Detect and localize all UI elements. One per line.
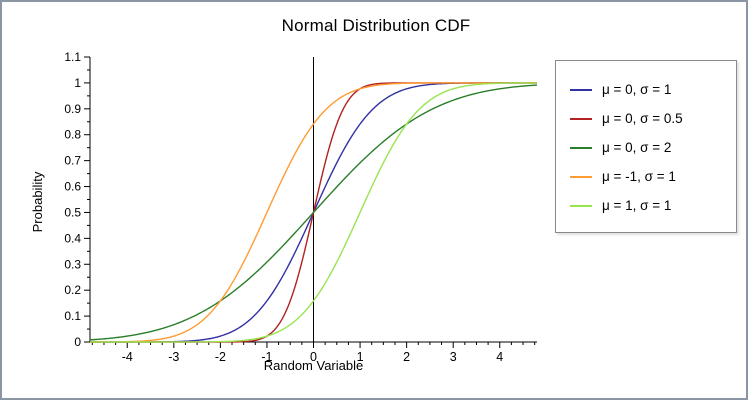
legend-item: μ = 0, σ = 0.5 (570, 104, 726, 133)
legend-item: μ = 0, σ = 1 (570, 75, 726, 104)
y-tick-label: 0 (74, 335, 81, 349)
legend-line-sample (570, 117, 592, 120)
legend-line-sample (570, 146, 592, 149)
x-tick-label: -3 (168, 350, 179, 364)
y-tick-label: 0.7 (64, 154, 81, 168)
y-tick-label: 0.3 (64, 257, 81, 271)
x-axis-label: Random Variable (263, 358, 364, 373)
curve-series-3 (90, 82, 537, 343)
legend-label: μ = 0, σ = 2 (602, 140, 672, 155)
x-tick-label: -2 (215, 350, 226, 364)
legend-line-sample (570, 204, 592, 207)
y-tick-label: 0.1 (64, 309, 81, 323)
legend-item: μ = 1, σ = 1 (570, 191, 726, 220)
x-tick-label: 4 (496, 350, 503, 364)
y-tick-label: 0.4 (64, 231, 81, 245)
legend-label: μ = -1, σ = 1 (602, 169, 676, 184)
legend-item: μ = 0, σ = 2 (570, 133, 726, 162)
legend-line-sample (570, 175, 592, 178)
legend-label: μ = 1, σ = 1 (602, 198, 672, 213)
curve-series-2 (89, 84, 538, 341)
x-tick-label: 2 (403, 350, 410, 364)
y-tick-label: 0.2 (64, 283, 81, 297)
x-tick-label: 3 (450, 350, 457, 364)
x-tick-label: 1 (357, 350, 364, 364)
y-tick-label: 0.5 (64, 205, 81, 219)
legend-label: μ = 0, σ = 1 (602, 82, 672, 97)
x-tick-label: -4 (122, 350, 133, 364)
curve-series-4 (90, 82, 537, 343)
y-tick-label: 0.9 (64, 102, 81, 116)
legend-label: μ = 0, σ = 0.5 (602, 111, 683, 126)
x-tick-label: 0 (310, 350, 317, 364)
y-tick-label: 1 (74, 76, 81, 90)
x-tick-label: -1 (261, 350, 272, 364)
legend: μ = 0, σ = 1 μ = 0, σ = 0.5 μ = 0, σ = 2 μ … (555, 60, 737, 233)
y-tick-label: 1.1 (64, 50, 81, 64)
legend-line-sample (570, 88, 592, 91)
chart-title: Normal Distribution CDF (281, 16, 471, 35)
y-tick-label: 0.6 (64, 180, 81, 194)
y-tick-label: 0.8 (64, 128, 81, 142)
legend-item: μ = -1, σ = 1 (570, 162, 726, 191)
